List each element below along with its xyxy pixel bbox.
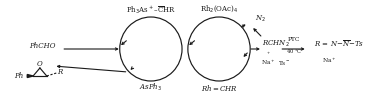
Text: Na$^+$: Na$^+$ <box>261 59 276 67</box>
Text: Rh$=$CHR: Rh$=$CHR <box>201 83 237 93</box>
Text: R$\,{=}\,$N$-$$\overline{\mathregular{N}}$$-$Ts: R$\,{=}\,$N$-$$\overline{\mathregular{N}… <box>314 39 364 49</box>
Text: R: R <box>57 68 62 76</box>
Text: PTC: PTC <box>288 36 300 41</box>
Text: AsPh$_3$: AsPh$_3$ <box>139 82 162 93</box>
Text: 40 $\degree$C: 40 $\degree$C <box>286 47 302 55</box>
Text: N$_2$: N$_2$ <box>255 14 266 24</box>
Text: Ph$_3$As$^+$–$\overline{\mathregular{C}}$HR: Ph$_3$As$^+$–$\overline{\mathregular{C}}… <box>126 4 176 16</box>
Text: Rh$_2$(OAc)$_4$: Rh$_2$(OAc)$_4$ <box>200 4 238 14</box>
Text: RCHN$_2$: RCHN$_2$ <box>262 39 290 49</box>
Text: Ts$^-$: Ts$^-$ <box>278 59 291 67</box>
Text: Na$^+$: Na$^+$ <box>322 57 336 65</box>
Text: Ph: Ph <box>15 72 24 80</box>
Text: PhCHO: PhCHO <box>30 42 56 50</box>
Polygon shape <box>27 74 33 78</box>
Text: $^+$: $^+$ <box>266 52 272 57</box>
Text: O: O <box>37 60 43 68</box>
